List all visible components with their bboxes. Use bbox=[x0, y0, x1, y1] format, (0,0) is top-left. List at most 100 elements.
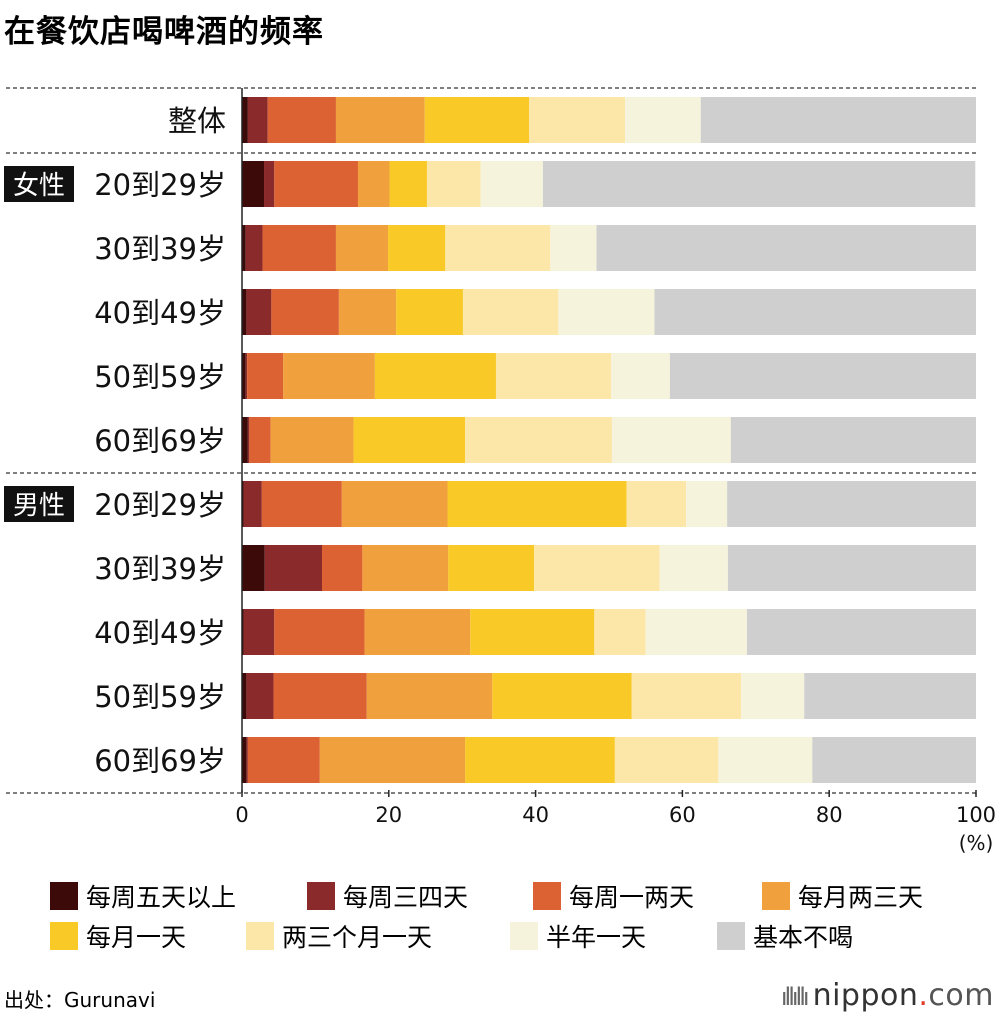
legend-item-5: 两三个月一天 bbox=[246, 918, 432, 954]
source-note: 出处：Gurunavi bbox=[4, 988, 156, 1012]
bar-segment-r2-s3 bbox=[335, 225, 389, 271]
bar-segment-r4-s1 bbox=[245, 353, 248, 399]
bar-segment-r1-s7 bbox=[542, 161, 976, 207]
bar-segment-r7-s0 bbox=[242, 545, 265, 591]
bar-segment-r6-s6 bbox=[686, 481, 728, 527]
legend-item-1: 每周三四天 bbox=[307, 878, 468, 914]
bar-segment-r7-s2 bbox=[322, 545, 363, 591]
bar-segment-r0-s0 bbox=[242, 97, 248, 143]
bar-segment-r4-s6 bbox=[611, 353, 670, 399]
bar-segment-r10-s1 bbox=[246, 737, 248, 783]
bar-segment-r2-s5 bbox=[445, 225, 551, 271]
bar-segment-r1-s4 bbox=[389, 161, 427, 207]
bar-segment-r7-s6 bbox=[659, 545, 728, 591]
bar-segment-r2-s1 bbox=[245, 225, 263, 271]
bar-segment-r9-s0 bbox=[242, 673, 247, 719]
x-tick-label-0: 0 bbox=[235, 803, 248, 827]
legend-label: 每月两三天 bbox=[798, 883, 924, 912]
bar-segment-r7-s5 bbox=[534, 545, 660, 591]
legend-swatch bbox=[533, 882, 561, 910]
group-label-box-1 bbox=[4, 166, 74, 202]
x-tick-label-2: 40 bbox=[522, 803, 549, 827]
legend-item-7: 基本不喝 bbox=[717, 918, 853, 954]
x-tick-label-3: 60 bbox=[669, 803, 696, 827]
bar-segment-r7-s4 bbox=[448, 545, 535, 591]
legend-swatch bbox=[717, 922, 745, 950]
group-label-box-2 bbox=[4, 486, 74, 522]
bar-segment-r3-s3 bbox=[338, 289, 397, 335]
legend-label: 半年一天 bbox=[546, 923, 647, 952]
bar-segment-r7-s3 bbox=[362, 545, 449, 591]
bar-segment-r9-s7 bbox=[804, 673, 976, 719]
bar-segment-r5-s7 bbox=[730, 417, 976, 463]
legend-swatch bbox=[307, 882, 335, 910]
legend-label: 每周五天以上 bbox=[86, 883, 237, 912]
legend-item-6: 半年一天 bbox=[510, 918, 646, 954]
bar-segment-r5-s3 bbox=[270, 417, 354, 463]
bar-segment-r6-s3 bbox=[341, 481, 448, 527]
bar-segment-r9-s4 bbox=[492, 673, 632, 719]
legend-swatch bbox=[246, 922, 274, 950]
bar-segment-r7-s7 bbox=[727, 545, 976, 591]
bar-segment-r5-s6 bbox=[611, 417, 731, 463]
bar-segment-r3-s7 bbox=[654, 289, 976, 335]
bar-segment-r10-s7 bbox=[812, 737, 976, 783]
bar-segment-r10-s6 bbox=[718, 737, 813, 783]
category-label-8: 40到49岁 bbox=[94, 616, 226, 650]
bar-segment-r6-s4 bbox=[447, 481, 627, 527]
bar-segment-r0-s4 bbox=[424, 97, 529, 143]
category-label-5: 60到69岁 bbox=[94, 424, 226, 458]
bar-segment-r6-s7 bbox=[727, 481, 976, 527]
bar-segment-r0-s1 bbox=[247, 97, 268, 143]
bar-segment-r2-s2 bbox=[262, 225, 336, 271]
bar-segment-r10-s0 bbox=[242, 737, 247, 783]
category-label-0: 整体 bbox=[168, 104, 226, 138]
bar-segment-r8-s6 bbox=[645, 609, 747, 655]
legend-label: 每周一两天 bbox=[569, 883, 695, 912]
bar-segment-r8-s3 bbox=[364, 609, 471, 655]
bar-segment-r9-s5 bbox=[631, 673, 742, 719]
bar-segment-r3-s2 bbox=[271, 289, 339, 335]
bar-segment-r4-s5 bbox=[495, 353, 612, 399]
legend-label: 每周三四天 bbox=[343, 883, 469, 912]
category-label-6: 20到29岁 bbox=[94, 488, 226, 522]
bar-segment-r0-s5 bbox=[528, 97, 626, 143]
legend-swatch bbox=[762, 882, 790, 910]
bar-segment-r10-s4 bbox=[465, 737, 615, 783]
category-label-2: 30到39岁 bbox=[94, 232, 226, 266]
bar-segment-r9-s1 bbox=[246, 673, 274, 719]
stacked-bar-chart: 整体 20到29岁 30到39岁 40到49岁 50到59岁 60到69岁 20到29岁 30… bbox=[4, 87, 996, 855]
legend-swatch bbox=[50, 922, 78, 950]
category-label-7: 30到39岁 bbox=[94, 552, 226, 586]
bar-segment-r0-s6 bbox=[625, 97, 701, 143]
bar-segment-r8-s2 bbox=[274, 609, 365, 655]
bar-segment-r4-s3 bbox=[283, 353, 375, 399]
bar-segment-r3-s6 bbox=[558, 289, 655, 335]
bar-segment-r5-s1 bbox=[247, 417, 250, 463]
bar-segment-r3-s0 bbox=[242, 289, 247, 335]
bar-segment-r10-s5 bbox=[614, 737, 719, 783]
bar-segment-r3-s4 bbox=[396, 289, 463, 335]
category-label-9: 50到59岁 bbox=[94, 680, 226, 714]
legend-label: 基本不喝 bbox=[753, 923, 854, 952]
bar-segment-r1-s5 bbox=[426, 161, 481, 207]
legend-label: 每月一天 bbox=[86, 923, 187, 952]
category-label-3: 40到49岁 bbox=[94, 296, 226, 330]
legend-item-4: 每月一天 bbox=[50, 918, 186, 954]
bar-segment-r1-s3 bbox=[357, 161, 390, 207]
bar-segment-r6-s1 bbox=[243, 481, 262, 527]
bar-segment-r10-s2 bbox=[247, 737, 320, 783]
bar-segment-r5-s0 bbox=[242, 417, 248, 463]
legend-item-0: 每周五天以上 bbox=[50, 878, 236, 914]
category-label-1: 20到29岁 bbox=[94, 168, 226, 202]
bar-segment-r6-s5 bbox=[626, 481, 687, 527]
category-label-10: 60到69岁 bbox=[94, 744, 226, 778]
chart-title: 在餐饮店喝啤酒的频率 bbox=[4, 14, 324, 50]
legend-swatch bbox=[510, 922, 538, 950]
group-label-2: 男性 bbox=[13, 491, 65, 521]
bar-segment-r9-s6 bbox=[741, 673, 805, 719]
x-unit-label: (%) bbox=[959, 831, 994, 855]
legend-item-2: 每周一两天 bbox=[533, 878, 694, 914]
legend-swatch bbox=[50, 882, 78, 910]
bar-segment-r2-s4 bbox=[388, 225, 446, 271]
